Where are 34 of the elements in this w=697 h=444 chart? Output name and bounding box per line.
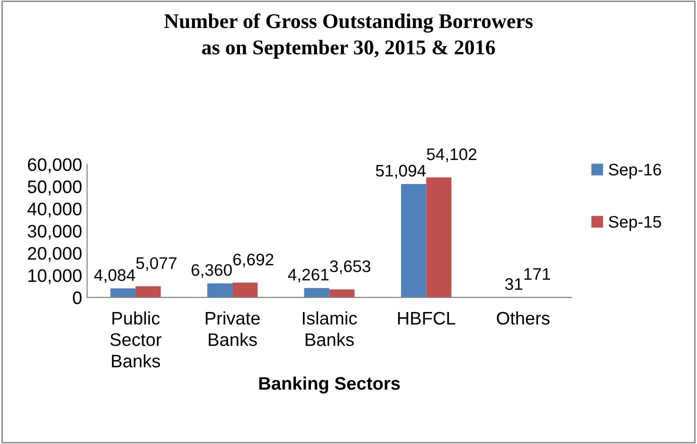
- bar: [136, 286, 161, 298]
- bar: [207, 283, 232, 298]
- bar: [401, 184, 426, 298]
- bar: [304, 288, 330, 298]
- bar: [329, 289, 355, 298]
- x-tick-label: HBFCL: [398, 312, 456, 325]
- x-tick-label: Public Sector Banks: [110, 311, 162, 368]
- x-tick-label: Private Banks: [206, 311, 260, 346]
- bar: [426, 177, 452, 298]
- data-label: 3,653: [330, 260, 370, 274]
- legend-label: Sep-16: [608, 164, 662, 179]
- x-axis-title: Banking Sectors: [259, 376, 400, 394]
- bar: [232, 282, 258, 298]
- x-tick-label: Others: [496, 311, 550, 325]
- y-tick-label: 60,000: [28, 158, 82, 174]
- y-tick-label: 30,000: [28, 224, 82, 240]
- x-tick-label: Islamic Banks: [302, 311, 357, 346]
- bar: [110, 288, 136, 298]
- data-label: 4,084: [94, 269, 136, 283]
- y-tick-label: 50,000: [28, 180, 82, 196]
- data-label: 51,094: [376, 164, 426, 179]
- data-label: 171: [524, 268, 550, 280]
- data-label: 5,077: [136, 257, 176, 271]
- data-label: 4,261: [288, 268, 329, 283]
- y-tick-label: 10,000: [28, 269, 82, 284]
- y-tick-label: 0: [72, 291, 82, 304]
- data-label: 6,692: [233, 254, 274, 268]
- chart-title: Number of Gross Outstanding Borrowers as on September 30, 2015 & 2016: [164, 13, 533, 59]
- legend-label: Sep-15: [608, 216, 662, 232]
- y-tick-label: 20,000: [28, 247, 82, 262]
- data-label: 6,360: [192, 264, 232, 278]
- data-label: 54,102: [426, 148, 476, 162]
- y-tick-label: 40,000: [27, 202, 82, 218]
- data-label: 31: [505, 278, 522, 290]
